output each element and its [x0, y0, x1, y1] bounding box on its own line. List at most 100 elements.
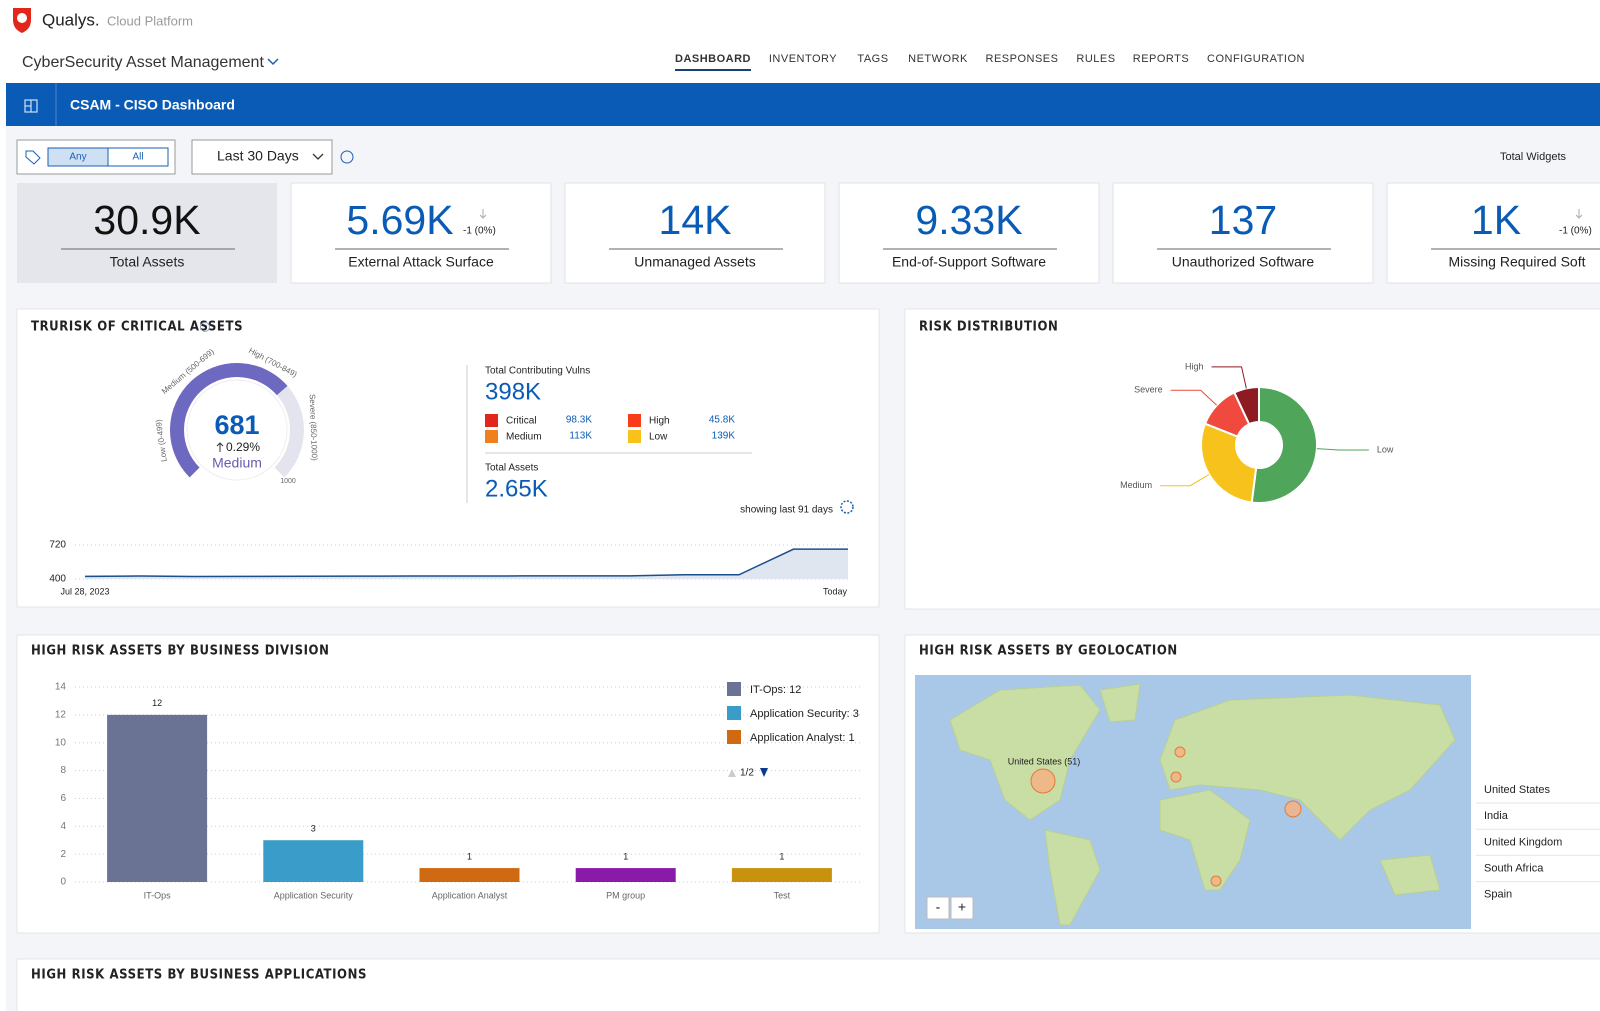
x-tick-label: Test: [774, 890, 791, 900]
nav-item[interactable]: DASHBOARD: [675, 53, 751, 65]
bar[interactable]: [263, 840, 364, 882]
y-tick-label: 6: [60, 793, 66, 804]
severity-swatch: [628, 430, 641, 443]
kpi-card[interactable]: [1112, 182, 1374, 284]
total-widgets: Total Widgets: [1500, 151, 1567, 163]
kpi-value: 5.69K: [346, 197, 453, 243]
gauge-center: [186, 379, 288, 481]
widget-title: TRURISK OF CRITICAL ASSETS: [31, 320, 243, 335]
nav-item[interactable]: RULES: [1076, 53, 1115, 65]
dashboard-title: CSAM - CISO Dashboard: [70, 97, 235, 113]
range-text[interactable]: Last 30 Days: [217, 148, 299, 164]
x-tick-label: Today: [823, 586, 848, 596]
pie-label: Medium: [1120, 480, 1152, 490]
kpi-value: 9.33K: [915, 197, 1022, 243]
dashboard-icon[interactable]: [24, 99, 38, 113]
app-chevron[interactable]: [267, 58, 279, 66]
widget-title: HIGH RISK ASSETS BY GEOLOCATION: [919, 644, 1178, 659]
nav-item[interactable]: REPORTS: [1133, 53, 1189, 65]
trurisk-card: [16, 308, 880, 608]
pie-slice[interactable]: [1250, 385, 1318, 504]
y-tick-label: 8: [60, 765, 66, 776]
severity-name: Low: [649, 432, 668, 443]
zoom-in-label[interactable]: +: [958, 899, 966, 915]
value-label: 1: [623, 851, 628, 861]
info-icon[interactable]: [340, 150, 354, 164]
range-dropdown[interactable]: [191, 139, 333, 175]
severity-name: High: [649, 416, 670, 427]
leader-line: [1316, 448, 1369, 451]
app-name[interactable]: CyberSecurity Asset Management: [22, 54, 264, 71]
map-land: [949, 683, 1456, 926]
kpi-label: End-of-Support Software: [892, 254, 1046, 270]
gauge-value: [170, 363, 288, 478]
country[interactable]: Spain: [1484, 889, 1512, 901]
logo-inner: [17, 13, 27, 23]
x-tick-label: Jul 28, 2023: [60, 586, 109, 596]
y-tick-label: 10: [55, 737, 67, 748]
score: 681: [214, 410, 259, 440]
gauge-max: 1000: [280, 478, 296, 485]
x-tick-label: PM group: [606, 890, 645, 900]
pie-slice[interactable]: [1200, 422, 1258, 504]
country[interactable]: United Kingdom: [1484, 836, 1562, 848]
legend-next[interactable]: [760, 768, 768, 777]
bar[interactable]: [575, 868, 676, 882]
severity-swatch: [485, 430, 498, 443]
kpi-card[interactable]: [1386, 182, 1600, 284]
country[interactable]: United States: [1484, 784, 1551, 796]
bar[interactable]: [107, 714, 208, 882]
kpi-change: -1 (0%): [463, 226, 496, 237]
tag-all-toggle[interactable]: [107, 147, 169, 167]
kpi-value: 30.9K: [93, 197, 200, 243]
legend-entry[interactable]: IT-Ops: 12: [750, 684, 801, 696]
severity-value: 139K: [712, 431, 736, 442]
info-icon[interactable]: [200, 322, 210, 332]
header: [0, 0, 1600, 83]
nav-item[interactable]: CONFIGURATION: [1207, 53, 1305, 65]
x-tick-label: IT-Ops: [144, 890, 172, 900]
legend-page: 1/2: [740, 768, 754, 779]
nav-item[interactable]: RESPONSES: [986, 53, 1059, 65]
legend-prev[interactable]: [728, 769, 736, 777]
legend-swatch: [727, 730, 741, 744]
nav-item[interactable]: INVENTORY: [769, 53, 837, 65]
down-arrow: [1575, 209, 1583, 219]
kpi-card[interactable]: [17, 183, 277, 283]
widget-title: RISK DISTRIBUTION: [919, 320, 1058, 335]
zoom-out[interactable]: [926, 896, 950, 920]
legend-entry[interactable]: Application Analyst: 1: [750, 732, 855, 744]
country[interactable]: South Africa: [1484, 863, 1544, 875]
zoom-out-label[interactable]: -: [936, 899, 941, 915]
severity-swatch: [485, 414, 498, 427]
x-tick-label: Application Security: [274, 890, 354, 900]
bar[interactable]: [731, 868, 832, 882]
down-arrow: [479, 209, 487, 219]
left-edge: [0, 83, 6, 1011]
gauge-label: Severe (850-1000): [308, 394, 319, 461]
leader-line: [1211, 366, 1247, 389]
bar[interactable]: [419, 868, 520, 882]
vulns-label: Total Contributing Vulns: [485, 366, 590, 377]
line: [84, 548, 848, 578]
map-label: United States (51): [1008, 756, 1081, 766]
pie-slice[interactable]: [1232, 385, 1260, 426]
legend-entry[interactable]: Application Security: 3: [750, 708, 859, 720]
kpi-change: -1 (0%): [1559, 226, 1592, 237]
zoom-in[interactable]: [950, 896, 974, 920]
applications-card: [16, 958, 1600, 1011]
tag-any[interactable]: Any: [69, 152, 86, 163]
tag-all[interactable]: All: [132, 152, 143, 163]
kpi-card[interactable]: [290, 182, 552, 284]
widget-title: HIGH RISK ASSETS BY BUSINESS APPLICATION…: [31, 968, 367, 983]
country[interactable]: India: [1484, 810, 1509, 822]
value-label: 12: [152, 698, 162, 708]
settings-icon[interactable]: [840, 500, 854, 514]
nav-item[interactable]: TAGS: [857, 53, 888, 65]
risk-distribution-card: [904, 308, 1600, 610]
nav-item[interactable]: NETWORK: [908, 53, 968, 65]
kpi-card[interactable]: [838, 182, 1100, 284]
kpi-card[interactable]: [564, 182, 826, 284]
